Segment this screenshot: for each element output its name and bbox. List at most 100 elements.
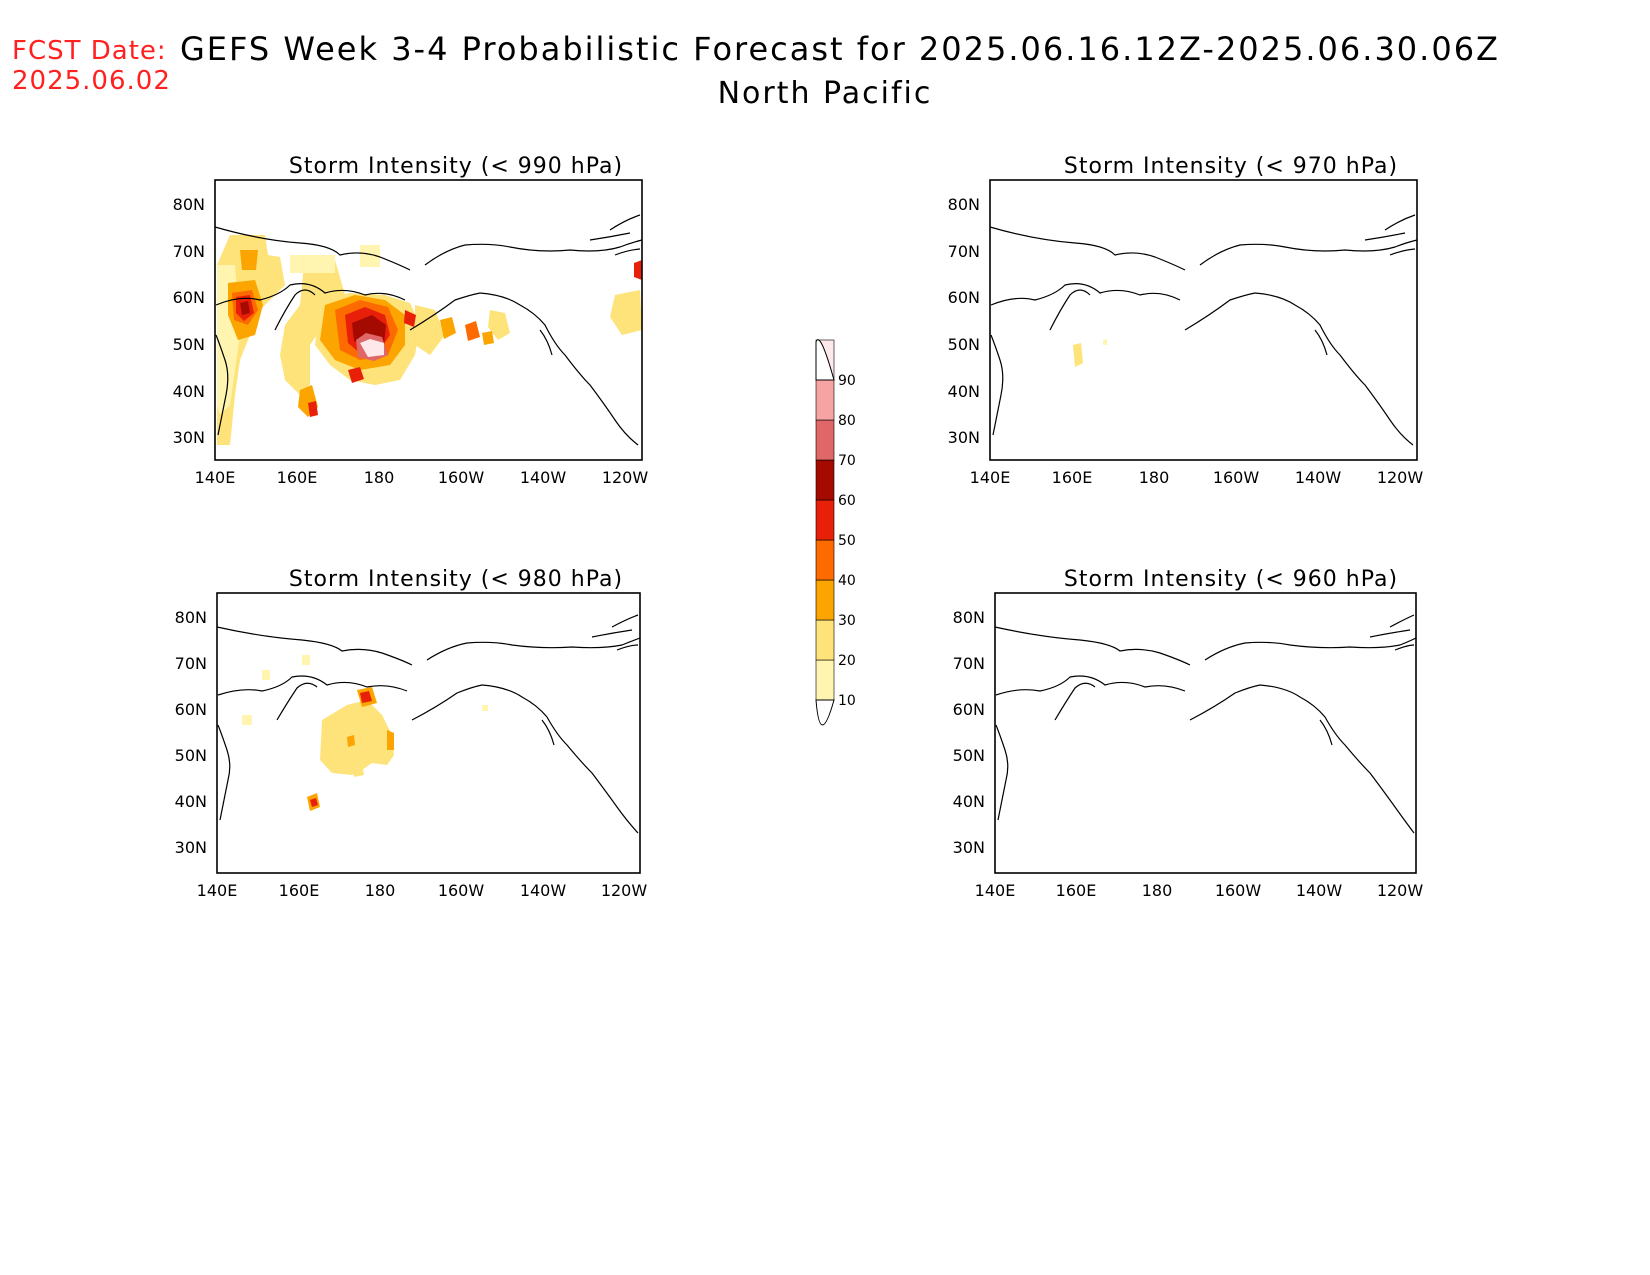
- panel-960: Storm Intensity (< 960 hPa) 80N 70N 60N …: [953, 567, 1424, 900]
- lon-tick-label: 140W: [1296, 881, 1343, 900]
- lat-tick-label: 50N: [948, 335, 980, 354]
- lon-tick-label: 180: [365, 881, 396, 900]
- lon-tick-label: 160W: [438, 881, 485, 900]
- lat-tick-label: 70N: [175, 654, 207, 673]
- panel-title: Storm Intensity (< 990 hPa): [289, 154, 623, 179]
- coastlines: [216, 614, 641, 834]
- colorbar-swatch-50: [815, 499, 835, 541]
- lon-tick-label: 140E: [195, 468, 236, 487]
- colorbar-swatch-20: [815, 619, 835, 661]
- lon-axis: 140E 160E 180 160W 140W 120W: [195, 468, 649, 487]
- lon-tick-label: 120W: [1377, 881, 1424, 900]
- colorbar-upper-cap: [815, 339, 835, 381]
- lat-tick-label: 80N: [175, 608, 207, 627]
- lon-tick-label: 180: [364, 468, 395, 487]
- lat-tick-label: 80N: [953, 608, 985, 627]
- panel-990: Storm Intensity (< 990 hPa): [173, 154, 649, 487]
- probability-fill: [242, 655, 488, 811]
- panel-980: Storm Intensity (< 980 hPa) 80N 70N 60N …: [175, 567, 648, 900]
- lon-tick-label: 120W: [1377, 468, 1424, 487]
- lon-tick-label: 140W: [1295, 468, 1342, 487]
- lat-tick-label: 70N: [948, 242, 980, 261]
- probability-fill: [217, 235, 642, 445]
- lat-tick-label: 50N: [953, 746, 985, 765]
- colorbar-labels: 90 80 70 60 50 40 30 20 10: [838, 373, 856, 709]
- colorbar-lower-cap: [815, 699, 835, 726]
- lat-tick-label: 60N: [948, 288, 980, 307]
- colorbar-tick-label: 60: [838, 493, 856, 509]
- colorbar-swatches: [815, 339, 835, 701]
- lat-tick-label: 60N: [175, 700, 207, 719]
- lat-tick-label: 30N: [948, 428, 980, 447]
- fcst-date-value: 2025.06.02: [12, 66, 171, 96]
- lat-axis: 80N 70N 60N 50N 40N 30N: [948, 195, 980, 447]
- map-frame: [989, 179, 1418, 461]
- lat-tick-label: 40N: [173, 382, 205, 401]
- page-subtitle: North Pacific: [717, 76, 933, 111]
- colorbar-swatch-70: [815, 419, 835, 461]
- colorbar-swatch-40: [815, 539, 835, 581]
- colorbar-swatch-80: [815, 379, 835, 421]
- panel-title: Storm Intensity (< 970 hPa): [1064, 154, 1398, 179]
- lat-axis: 80N 70N 60N 50N 40N 30N: [953, 608, 985, 857]
- lon-tick-label: 160E: [1056, 881, 1097, 900]
- lon-tick-label: 160W: [438, 468, 485, 487]
- lon-tick-label: 180: [1142, 881, 1173, 900]
- colorbar-swatch-60: [815, 459, 835, 501]
- panel-title: Storm Intensity (< 960 hPa): [1064, 567, 1398, 592]
- probability-fill: [1073, 339, 1107, 367]
- coastlines: [214, 214, 643, 446]
- lat-tick-label: 40N: [953, 792, 985, 811]
- lat-tick-label: 60N: [953, 700, 985, 719]
- lon-tick-label: 140E: [197, 881, 238, 900]
- map-frame: [214, 179, 643, 461]
- colorbar-tick-label: 80: [838, 413, 856, 429]
- lat-tick-label: 30N: [953, 838, 985, 857]
- lat-tick-label: 40N: [948, 382, 980, 401]
- lat-tick-label: 60N: [173, 288, 205, 307]
- coastlines: [994, 614, 1417, 834]
- lat-tick-label: 80N: [173, 195, 205, 214]
- lon-tick-label: 180: [1139, 468, 1170, 487]
- lat-tick-label: 40N: [175, 792, 207, 811]
- lon-tick-label: 140W: [520, 881, 567, 900]
- lon-tick-label: 160E: [279, 881, 320, 900]
- colorbar-tick-label: 30: [838, 613, 856, 629]
- map-frame: [994, 592, 1417, 874]
- lon-tick-label: 160W: [1215, 881, 1262, 900]
- lat-tick-label: 50N: [173, 335, 205, 354]
- lon-axis: 140E 160E 180 160W 140W 120W: [970, 468, 1424, 487]
- colorbar-tick-label: 20: [838, 653, 856, 669]
- panel-title: Storm Intensity (< 980 hPa): [289, 567, 623, 592]
- colorbar-tick-label: 40: [838, 573, 856, 589]
- colorbar: 90 80 70 60 50 40 30 20 10: [815, 339, 856, 726]
- lat-tick-label: 50N: [175, 746, 207, 765]
- forecast-date-block: FCST Date: 2025.06.02: [12, 36, 171, 96]
- lon-axis: 140E 160E 180 160W 140W 120W: [975, 881, 1424, 900]
- lon-tick-label: 160W: [1213, 468, 1260, 487]
- lon-tick-label: 140E: [975, 881, 1016, 900]
- lon-axis: 140E 160E 180 160W 140W 120W: [197, 881, 648, 900]
- colorbar-swatch-30: [815, 579, 835, 621]
- colorbar-tick-label: 50: [838, 533, 856, 549]
- lat-tick-label: 30N: [173, 428, 205, 447]
- colorbar-tick-label: 90: [838, 373, 856, 389]
- lon-tick-label: 120W: [602, 468, 649, 487]
- colorbar-tick-label: 10: [838, 693, 856, 709]
- lon-tick-label: 160E: [277, 468, 318, 487]
- lon-tick-label: 140E: [970, 468, 1011, 487]
- lat-tick-label: 70N: [953, 654, 985, 673]
- lon-tick-label: 160E: [1052, 468, 1093, 487]
- lat-tick-label: 30N: [175, 838, 207, 857]
- lon-tick-label: 140W: [520, 468, 567, 487]
- colorbar-tick-label: 70: [838, 453, 856, 469]
- lat-axis: 80N 70N 60N 50N 40N 30N: [175, 608, 207, 857]
- lon-tick-label: 120W: [601, 881, 648, 900]
- coastlines: [989, 214, 1418, 446]
- map-frame: [216, 592, 641, 874]
- lat-axis: 80N 70N 60N 50N 40N 30N: [173, 195, 205, 447]
- lat-tick-label: 80N: [948, 195, 980, 214]
- lat-tick-label: 70N: [173, 242, 205, 261]
- panel-970: Storm Intensity (< 970 hPa) 80N 70N 60N …: [948, 154, 1424, 487]
- colorbar-swatch-10: [815, 659, 835, 701]
